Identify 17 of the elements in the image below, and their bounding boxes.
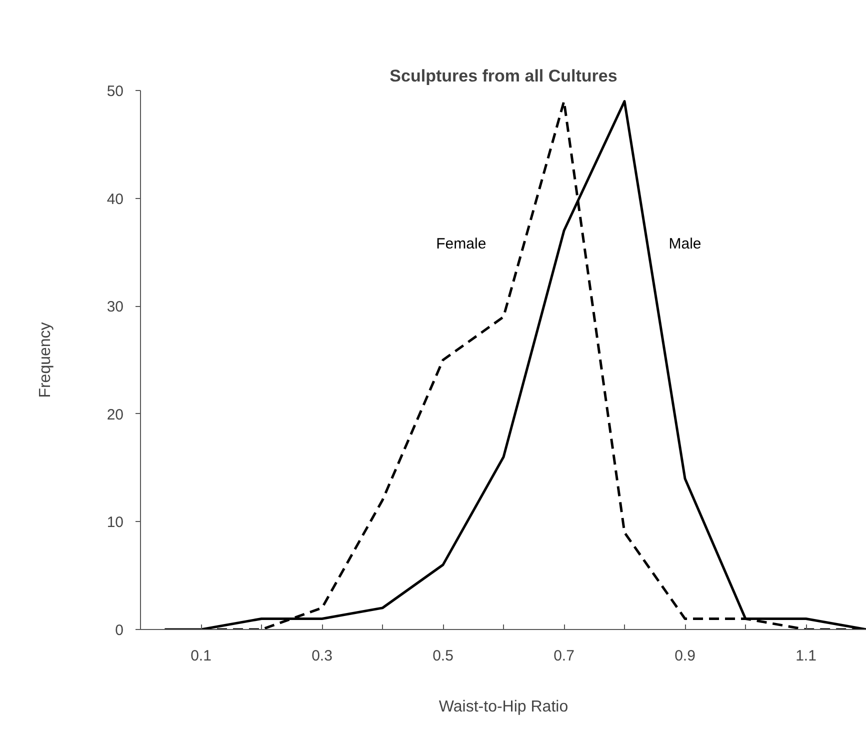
y-tick-label: 50: [106, 83, 124, 100]
x-tick-label: 0.3: [312, 648, 332, 664]
y-tick-label: 20: [106, 406, 124, 424]
y-tick-label: 30: [106, 298, 124, 316]
x-axis-title: Waist-to-Hip Ratio: [438, 698, 568, 716]
x-tick-label: 0.1: [190, 648, 212, 664]
x-tick-label: 0.7: [554, 648, 574, 664]
y-tick-label: 10: [106, 514, 124, 532]
chart-title: Sculptures from all Cultures: [390, 66, 618, 86]
y-tick-label: 0: [115, 622, 124, 639]
x-tick-label: 1.1: [796, 648, 816, 664]
x-tick-label: 0.9: [674, 648, 696, 664]
y-axis-title: Frequency: [36, 322, 54, 398]
x-tick-label: 0.5: [432, 648, 454, 664]
text: Female: [436, 235, 486, 252]
y-tick-label: 40: [106, 190, 124, 208]
series-label: Male: [668, 235, 702, 252]
